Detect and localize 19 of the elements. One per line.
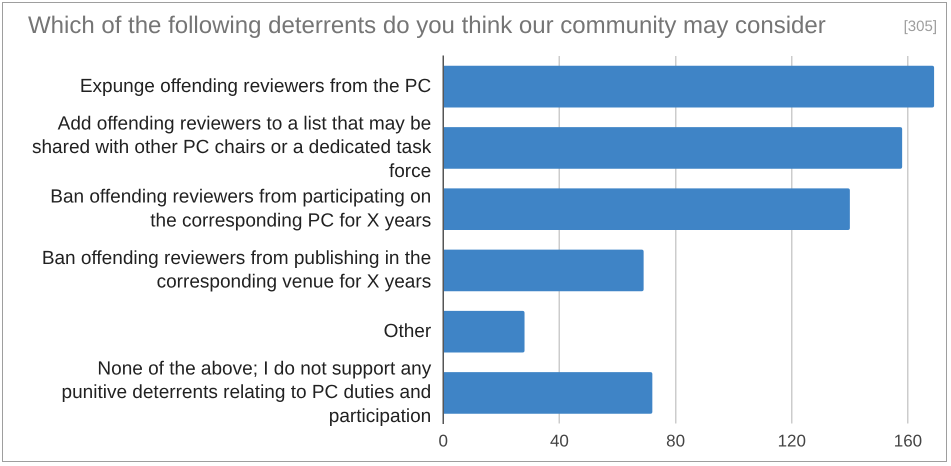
x-tick-label: 80: [666, 431, 686, 450]
y-tick-label: Expunge offending reviewers from the PC: [80, 76, 432, 97]
y-tick-label: Other: [384, 320, 432, 342]
bar: [444, 250, 644, 292]
x-tick-label: 40: [550, 431, 569, 450]
bar: [444, 310, 525, 353]
bar: [444, 66, 934, 108]
y-tick-label: Ban offending reviewers from publishing in the corresponding venue for X years: [42, 248, 432, 293]
x-tick-label: 160: [894, 431, 922, 450]
bar: [444, 188, 850, 230]
y-tick-label: Add offending reviewers to a list that may be shared with other PC chairs or a dedicated task force: [32, 113, 432, 182]
y-tick-label: Ban offending reviewers from participating on the corresponding PC for X years: [50, 186, 432, 232]
x-tick-label: 120: [778, 431, 806, 450]
chart-title: Which of the following deterrents do you think our community may consider: [28, 12, 826, 40]
text: [305]: [904, 18, 937, 35]
y-tick-label: None of the above; I do not support any punitive deterrents relating to PC duties and participation: [62, 358, 432, 427]
bar: [444, 127, 902, 169]
bar: [444, 372, 652, 414]
x-tick-label: 0: [438, 431, 448, 450]
